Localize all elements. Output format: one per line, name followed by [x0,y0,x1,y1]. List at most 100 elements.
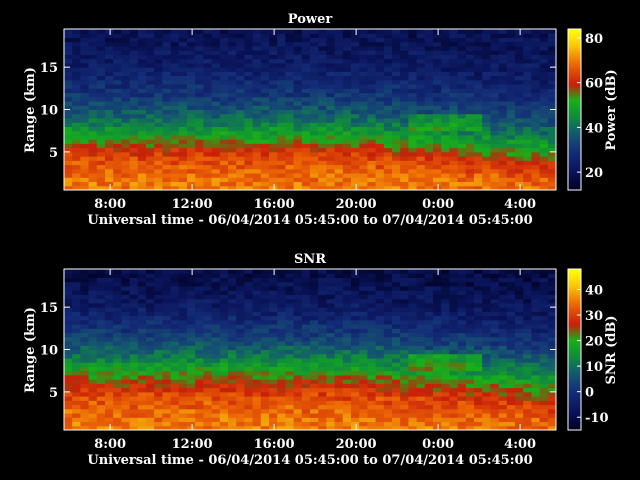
heatmap-cell [260,156,270,161]
heatmap-cell [187,156,196,161]
heatmap-cell [482,54,491,60]
colorbar-segment [568,171,581,175]
heatmap-cell [367,58,377,64]
heatmap-cell [482,168,491,174]
heatmap-cell [72,75,81,81]
heatmap-cell [416,281,426,287]
heatmap-cell [326,62,336,68]
heatmap-cell [252,54,262,60]
heatmap-cell [277,96,286,102]
heatmap-cell [269,421,278,427]
heatmap-cell [113,345,122,350]
heatmap-cell [342,311,352,317]
heatmap-cell [195,41,204,47]
heatmap-cell [310,302,319,308]
heatmap-cell [129,298,139,304]
heatmap-cell [195,50,204,55]
heatmap-cell [310,349,319,355]
heatmap-cell [490,92,500,98]
heatmap-cell [252,126,262,132]
heatmap-cell [531,29,541,34]
heatmap-cell [318,168,327,174]
heatmap-cell [326,126,336,132]
heatmap-cell [244,404,254,410]
heatmap-cell [334,307,344,312]
heatmap-cell [334,408,344,414]
heatmap-cell [392,366,401,372]
heatmap-cell [170,341,180,346]
y-tick-label: 15 [40,301,58,316]
heatmap-cell [260,122,270,127]
heatmap-cell [219,400,229,406]
heatmap-cell [392,160,401,166]
heatmap-cell [195,315,204,321]
heatmap-cell [342,177,352,183]
heatmap-cell [539,374,549,380]
heatmap-cell [178,92,188,98]
colorbar-segment [568,319,581,322]
heatmap-cell [424,168,434,174]
heatmap-cell [293,281,303,287]
heatmap-cell [342,341,352,346]
heatmap-cell [252,353,262,359]
heatmap-cell [277,324,286,329]
heatmap-cell [539,151,549,157]
heatmap-cell [236,290,245,295]
heatmap-cell [129,269,139,274]
heatmap-cell [408,117,418,123]
heatmap-cell [195,75,204,81]
heatmap-cell [277,315,286,321]
heatmap-cell [301,92,311,98]
heatmap-cell [72,307,81,312]
heatmap-cell [367,185,377,191]
heatmap-cell [203,294,213,300]
heatmap-cell [203,328,213,334]
heatmap-cell [342,71,352,77]
heatmap-cell [219,391,229,397]
heatmap-cell [236,370,245,376]
heatmap-cell [236,109,245,115]
heatmap-cell [228,143,237,149]
heatmap-cell [301,181,311,187]
heatmap-cell [310,353,319,359]
heatmap-cell [408,126,418,132]
heatmap-cell [400,290,409,295]
heatmap-cell [203,130,213,136]
heatmap-cell [531,164,541,170]
heatmap-cell [449,374,459,380]
heatmap-cell [154,79,163,85]
heatmap-cell [170,67,180,72]
heatmap-cell [195,109,204,115]
heatmap-cell [96,164,106,170]
heatmap-cell [457,126,467,132]
heatmap-cell [310,341,319,346]
heatmap-cell [498,408,508,414]
heatmap-cell [252,62,262,68]
heatmap-cell [367,147,377,153]
heatmap-cell [474,391,483,397]
heatmap-cell [326,173,336,178]
heatmap-cell [547,277,557,283]
heatmap-cell [359,324,368,329]
heatmap-cell [359,75,368,81]
heatmap-cell [219,370,229,376]
heatmap-cell [293,173,303,178]
heatmap-cell [105,400,114,406]
heatmap-cell [113,281,122,287]
colorbar-segment [568,39,581,42]
heatmap-cell [80,400,90,406]
heatmap-cell [301,383,311,389]
heatmap-cell [203,413,213,418]
heatmap-cell [465,67,475,72]
heatmap-cell [154,147,163,153]
heatmap-cell [277,387,286,393]
heatmap-cell [162,408,172,414]
heatmap-cell [547,379,557,384]
heatmap-cell [392,143,401,149]
heatmap-cell [80,177,90,183]
heatmap-cell [187,328,196,334]
heatmap-cell [359,185,368,191]
heatmap-cell [269,362,278,367]
heatmap-cell [326,408,336,414]
heatmap-cell [88,126,98,132]
